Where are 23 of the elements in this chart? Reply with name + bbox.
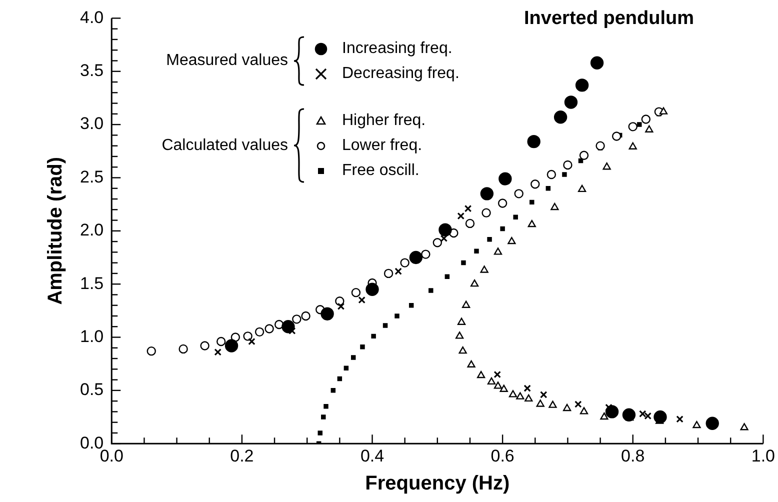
legend-label: Decreasing freq. [342,64,460,82]
legend-label: Free oscill. [342,162,420,180]
y-tick-label: 3.0 [80,114,104,134]
y-tick-label: 2.5 [80,167,104,186]
x-tick-label: 0.6 [490,446,514,466]
annotation: Measured values [165,52,288,70]
legend-label: Increasing freq. [342,40,452,58]
x-tick-label: 0.8 [621,446,645,466]
annotation: Calculated values [160,136,288,154]
chart-title: Inverted pendulum [524,8,694,30]
y-tick-label: 4.0 [80,8,104,27]
y-tick-label: 0.5 [80,380,104,400]
x-axis-title: Frequency (Hz) [365,472,510,495]
y-axis-title: Amplitude (rad) [44,157,67,305]
y-tick-label: 2.0 [80,220,104,240]
y-tick-label: 1.0 [80,326,104,346]
y-tick-label: 3.5 [80,61,104,80]
y-tick-label: 1.5 [80,274,104,293]
legend-label: Lower freq. [342,136,422,154]
x-tick-label: 0.2 [230,446,254,466]
x-tick-label: 0.4 [360,446,384,466]
x-tick-label: 1.0 [751,446,776,466]
legend-label: Higher freq. [342,112,426,130]
